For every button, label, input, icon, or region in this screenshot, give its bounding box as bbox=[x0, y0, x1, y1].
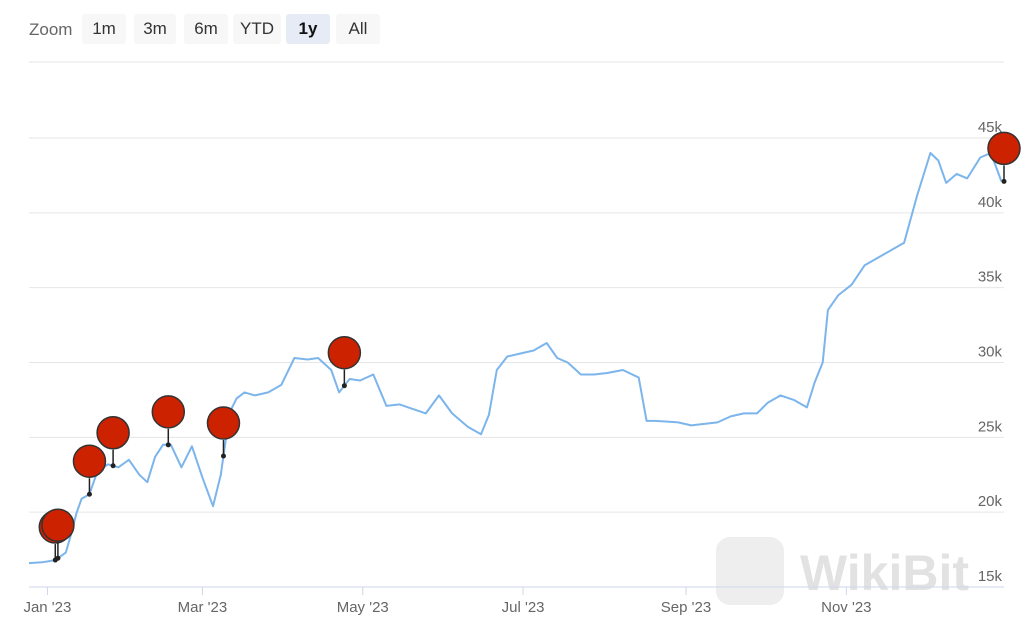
event-marker[interactable] bbox=[987, 131, 1021, 184]
watermark-text: WikiBit bbox=[800, 545, 969, 601]
x-tick-label: Mar '23 bbox=[178, 599, 228, 616]
range-selector: Zoom 1m 3m 6m YTD 1y All bbox=[0, 0, 1024, 52]
x-tick-label: Jan '23 bbox=[23, 599, 71, 616]
zoom-3m-button[interactable]: 3m bbox=[134, 14, 176, 44]
price-series-line bbox=[28, 152, 1003, 565]
zoom-1m-button[interactable]: 1m bbox=[82, 14, 126, 44]
x-tick-label: Nov '23 bbox=[821, 599, 871, 616]
zoom-label: Zoom bbox=[29, 20, 73, 39]
y-tick-label: 15k bbox=[978, 568, 1003, 585]
x-tick-label: Sep '23 bbox=[661, 599, 711, 616]
x-tick-label: Jul '23 bbox=[502, 599, 545, 616]
event-marker[interactable] bbox=[96, 416, 130, 469]
watermark-logo bbox=[716, 537, 784, 605]
y-axis: 15k 20k 25k 30k 35k 40k 45k bbox=[978, 119, 1003, 585]
y-tick-label: 40k bbox=[978, 194, 1003, 211]
y-tick-label: 25k bbox=[978, 418, 1003, 435]
event-marker[interactable] bbox=[327, 335, 362, 389]
zoom-6m-button[interactable]: 6m bbox=[184, 14, 228, 44]
event-marker[interactable] bbox=[41, 508, 75, 561]
zoom-all-button[interactable]: All bbox=[336, 14, 380, 44]
zoom-1y-button[interactable]: 1y bbox=[286, 14, 330, 44]
event-markers bbox=[38, 131, 1021, 563]
zoom-ytd-button[interactable]: YTD bbox=[233, 14, 281, 44]
event-marker[interactable] bbox=[151, 395, 186, 448]
y-tick-label: 30k bbox=[978, 344, 1003, 361]
event-marker[interactable] bbox=[72, 444, 107, 497]
watermark: WikiBit bbox=[716, 537, 969, 605]
event-marker[interactable] bbox=[206, 406, 241, 459]
grid-lines bbox=[29, 61, 1004, 588]
y-tick-label: 45k bbox=[978, 119, 1003, 136]
x-axis: Jan '23 Mar '23 May '23 Jul '23 Sep '23 Nov '… bbox=[23, 587, 872, 616]
y-tick-label: 35k bbox=[978, 269, 1003, 286]
y-tick-label: 20k bbox=[978, 493, 1003, 510]
x-tick-label: May '23 bbox=[337, 599, 389, 616]
